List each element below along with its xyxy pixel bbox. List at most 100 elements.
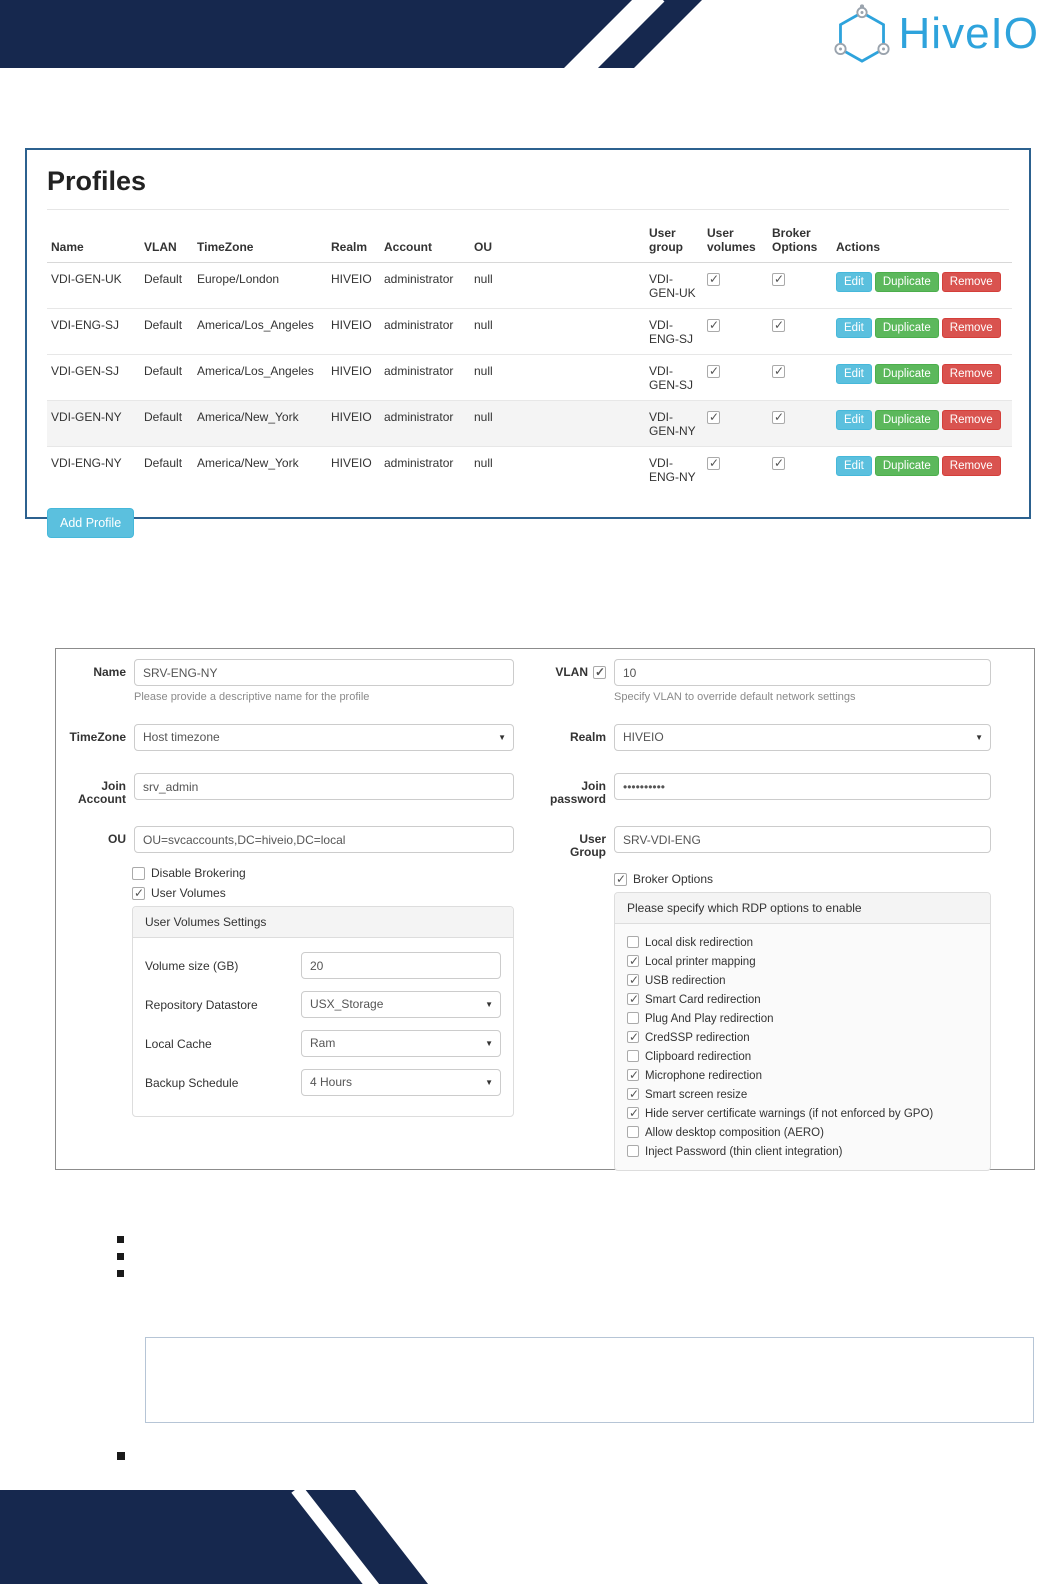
duplicate-button[interactable]: Duplicate bbox=[874, 410, 939, 430]
cell-broker_options bbox=[768, 262, 832, 309]
local-cache-select[interactable]: Ram ▼ bbox=[301, 1030, 501, 1057]
rdp-option-checkbox[interactable] bbox=[627, 973, 639, 987]
user-group-input[interactable] bbox=[614, 826, 991, 853]
remove-button[interactable]: Remove bbox=[941, 272, 1001, 292]
rdp-option-checkbox[interactable] bbox=[627, 992, 639, 1006]
volume-size-input[interactable] bbox=[301, 952, 501, 979]
vlan-input[interactable] bbox=[614, 659, 991, 686]
user-volumes-checkbox[interactable] bbox=[707, 410, 720, 425]
cell-name: VDI-GEN-UK bbox=[47, 262, 140, 309]
rdp-option-checkbox[interactable] bbox=[627, 1050, 639, 1062]
cell-account: administrator bbox=[380, 446, 470, 492]
realm-select[interactable]: HIVEIO ▼ bbox=[614, 724, 991, 751]
rdp-option-checkbox[interactable] bbox=[627, 1030, 639, 1044]
cell-actions: Edit Duplicate Remove bbox=[832, 354, 1012, 401]
timezone-select[interactable]: Host timezone ▼ bbox=[134, 724, 514, 751]
add-profile-button[interactable]: Add Profile bbox=[47, 508, 135, 538]
name-field: Name Please provide a descriptive name f… bbox=[62, 659, 522, 704]
uvs-panel-body: Volume size (GB) Repository Datastore US… bbox=[133, 938, 513, 1116]
cell-account: administrator bbox=[380, 400, 470, 447]
user-group-label: User Group bbox=[570, 832, 606, 859]
edit-button[interactable]: Edit bbox=[836, 364, 872, 384]
cell-broker_options bbox=[768, 354, 832, 401]
user-volumes-checkbox[interactable] bbox=[707, 364, 720, 379]
cell-user_group: VDI-ENG-NY bbox=[645, 446, 703, 492]
cell-user_group: VDI-GEN-SJ bbox=[645, 354, 703, 401]
cell-actions: Edit Duplicate Remove bbox=[832, 308, 1012, 355]
broker-options-checkbox[interactable] bbox=[772, 456, 785, 471]
name-label: Name bbox=[93, 665, 126, 679]
caret-down-icon: ▼ bbox=[975, 733, 983, 742]
user-group-field: User Group bbox=[544, 826, 999, 859]
cell-actions: Edit Duplicate Remove bbox=[832, 400, 1012, 447]
profiles-table: Name VLAN TimeZone Realm Account OU User… bbox=[47, 218, 1012, 492]
join-password-input[interactable] bbox=[614, 773, 991, 800]
rdp-option-checkbox[interactable] bbox=[627, 1106, 639, 1120]
duplicate-button[interactable]: Duplicate bbox=[874, 272, 939, 292]
name-input[interactable] bbox=[134, 659, 514, 686]
duplicate-button[interactable]: Duplicate bbox=[874, 364, 939, 384]
cell-timezone: Europe/London bbox=[193, 262, 327, 309]
disable-brokering-checkbox[interactable] bbox=[132, 866, 145, 880]
remove-button[interactable]: Remove bbox=[941, 456, 1001, 476]
cell-ou: null bbox=[470, 262, 645, 309]
backup-schedule-select[interactable]: 4 Hours ▼ bbox=[301, 1069, 501, 1096]
rdp-option-checkbox[interactable] bbox=[627, 954, 639, 968]
remove-button[interactable]: Remove bbox=[941, 410, 1001, 430]
edit-button[interactable]: Edit bbox=[836, 410, 872, 430]
user-volumes-checkbox[interactable] bbox=[707, 272, 720, 287]
profile-row: VDI-GEN-UK Default Europe/London HIVEIO admi… bbox=[47, 262, 1012, 309]
profile-row: VDI-ENG-SJ Default America/Los_Angeles HIVE… bbox=[47, 308, 1012, 355]
rdp-option-checkbox[interactable] bbox=[627, 1012, 639, 1024]
rdp-option-checkbox[interactable] bbox=[627, 1087, 639, 1101]
duplicate-button[interactable]: Duplicate bbox=[874, 318, 939, 338]
cell-user_volumes bbox=[703, 400, 768, 447]
cell-broker_options bbox=[768, 308, 832, 355]
rdp-option-checkbox[interactable] bbox=[627, 1126, 639, 1138]
user-volumes-checkbox[interactable] bbox=[707, 456, 720, 471]
edit-button[interactable]: Edit bbox=[836, 272, 872, 292]
timezone-label: TimeZone bbox=[69, 730, 126, 744]
duplicate-button[interactable]: Duplicate bbox=[874, 456, 939, 476]
user-volumes-checkbox[interactable] bbox=[132, 886, 145, 900]
ou-label: OU bbox=[108, 832, 126, 846]
volume-size-row: Volume size (GB) bbox=[145, 952, 501, 979]
profiles-table-body: VDI-GEN-UK Default Europe/London HIVEIO admi… bbox=[47, 262, 1012, 492]
broker-options-checkbox[interactable] bbox=[772, 318, 785, 333]
edit-button[interactable]: Edit bbox=[836, 456, 872, 476]
remove-button[interactable]: Remove bbox=[941, 364, 1001, 384]
join-account-field: Join Account bbox=[62, 773, 522, 806]
rdp-option: Inject Password (thin client integration… bbox=[627, 1145, 978, 1159]
rdp-option-checkbox[interactable] bbox=[627, 1145, 639, 1157]
col-name: Name bbox=[47, 218, 140, 263]
rdp-option: Plug And Play redirection bbox=[627, 1012, 978, 1026]
broker-options-checkbox[interactable] bbox=[772, 410, 785, 425]
rdp-option-checkbox[interactable] bbox=[627, 1068, 639, 1082]
rdp-option-label: Local disk redirection bbox=[645, 937, 754, 949]
broker-options-checkbox[interactable] bbox=[772, 364, 785, 379]
broker-options-checkbox[interactable] bbox=[772, 272, 785, 287]
edit-button[interactable]: Edit bbox=[836, 318, 872, 338]
rdp-option: CredSSP redirection bbox=[627, 1030, 978, 1045]
rdp-option-label: Local printer mapping bbox=[645, 956, 756, 968]
ou-input[interactable] bbox=[134, 826, 514, 853]
remove-button[interactable]: Remove bbox=[941, 318, 1001, 338]
user-volumes-checkbox[interactable] bbox=[707, 318, 720, 333]
cell-realm: HIVEIO bbox=[327, 400, 380, 447]
caret-down-icon: ▼ bbox=[485, 1000, 493, 1009]
rdp-option-label: USB redirection bbox=[645, 975, 726, 987]
broker-options-panel: Please specify which RDP options to enab… bbox=[614, 892, 991, 1171]
repository-datastore-select[interactable]: USX_Storage ▼ bbox=[301, 991, 501, 1018]
join-account-input[interactable] bbox=[134, 773, 514, 800]
profile-row: VDI-GEN-SJ Default America/Los_Angeles HIVE… bbox=[47, 354, 1012, 401]
realm-label: Realm bbox=[569, 730, 606, 744]
profile-row: VDI-ENG-NY Default America/New_York HIVEIO a… bbox=[47, 446, 1012, 492]
backup-schedule-value: 4 Hours bbox=[310, 1075, 353, 1089]
disable-brokering-row: Disable Brokering bbox=[132, 866, 522, 880]
vlan-checkbox[interactable] bbox=[593, 665, 606, 679]
broker-options-checkbox[interactable] bbox=[614, 872, 627, 886]
list-bullet-icon bbox=[117, 1270, 124, 1277]
rdp-option-checkbox[interactable] bbox=[627, 936, 639, 948]
rdp-option-label: Smart screen resize bbox=[645, 1089, 748, 1101]
cell-vlan: Default bbox=[140, 400, 193, 447]
